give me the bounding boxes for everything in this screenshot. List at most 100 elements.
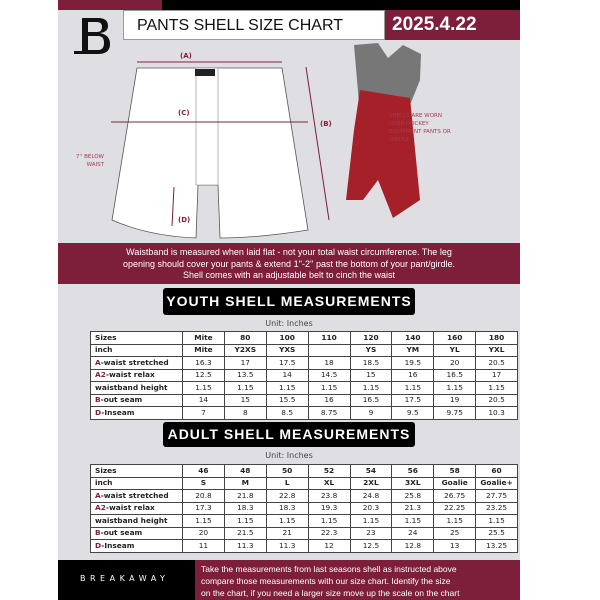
table-row: D-Inseam 7 8 8.5 8.75 9 9.5 9.75 10.3 — [90, 406, 518, 420]
table-cell: YS — [349, 343, 393, 357]
table-cell: 1.15 — [433, 381, 477, 395]
table-cell: 19.5 — [391, 356, 435, 370]
table-cell: 17.3 — [182, 501, 225, 515]
table-cell: 16.5 — [433, 368, 477, 382]
table-cell: L — [265, 476, 309, 490]
table-cell: 17.5 — [391, 393, 435, 407]
table-cell: 12.5 — [182, 368, 225, 382]
table-cell: 110 — [307, 331, 351, 345]
footer-brand-block: BREAKAWAY — [58, 560, 195, 600]
table-cell: 52 — [307, 464, 351, 478]
table-cell: 10.3 — [475, 406, 518, 420]
table-cell: 1.15 — [307, 381, 351, 395]
table-cell: 48 — [223, 464, 267, 478]
label-b: (B) — [320, 120, 332, 128]
table-cell: 19.3 — [307, 501, 351, 515]
measure-name: waistband height — [95, 515, 168, 525]
table-cell: 1.15 — [349, 514, 393, 528]
table-cell: 22.3 — [307, 526, 351, 540]
row-label: A2-waist relax — [90, 501, 183, 515]
table-cell: 20.5 — [475, 356, 518, 370]
row-label: D-Inseam — [90, 406, 183, 420]
row-label: Sizes — [90, 331, 183, 345]
footer-line: Take the measurements from last seasons … — [201, 564, 457, 574]
table-cell: 1.15 — [223, 381, 267, 395]
table-row: Sizes Mite 80 100 110 120 140 160 180 — [90, 331, 518, 345]
top-black-bar — [162, 0, 520, 10]
measure-name: -out seam — [100, 395, 143, 405]
measure-code: A — [95, 490, 101, 500]
table-cell: 16 — [307, 393, 351, 407]
measure-code: A2 — [95, 370, 106, 380]
table-cell: S — [182, 476, 225, 490]
table-cell: 12 — [307, 539, 351, 553]
table-cell: 14 — [182, 393, 225, 407]
table-cell: 17.5 — [265, 356, 309, 370]
table-cell: 58 — [433, 464, 477, 478]
measure-name: inch — [95, 478, 113, 488]
table-cell: 21 — [265, 526, 309, 540]
table-cell: 25.5 — [475, 526, 518, 540]
table-cell: 23.8 — [307, 489, 351, 503]
table-cell: 18.5 — [349, 356, 393, 370]
table-cell: 18.3 — [265, 501, 309, 515]
table-cell: 12.8 — [391, 539, 435, 553]
measure-code: B — [95, 395, 101, 405]
measure-code: A — [95, 357, 101, 367]
table-cell: 20.5 — [475, 393, 518, 407]
youth-table: Sizes Mite 80 100 110 120 140 160 180 inch Mite Y2X… — [90, 331, 518, 420]
table-row: D-Inseam 11 11.3 11.3 12 12.5 12.8 13 13.25 — [90, 539, 518, 553]
table-cell: 16.3 — [182, 356, 225, 370]
measure-code: A2 — [95, 503, 106, 513]
table-cell: 13.25 — [475, 539, 518, 553]
table-cell: 1.15 — [265, 381, 309, 395]
shorts-diagram — [111, 43, 421, 239]
table-cell: 15 — [349, 368, 393, 382]
table-cell: 2XL — [349, 476, 393, 490]
row-label: B-out seam — [90, 393, 183, 407]
date-badge: 2025.4.22 — [385, 10, 520, 40]
below-waist-note: 7'' BELOW WAIST — [75, 154, 104, 168]
table-cell: Mite — [182, 331, 225, 345]
table-cell: 180 — [475, 331, 518, 345]
shell-note: SHELLS ARE WORN OVER HOCKEY EQUIPMENT PA… — [389, 113, 451, 143]
measure-name: -out seam — [100, 528, 143, 538]
table-cell: 18.3 — [223, 501, 267, 515]
table-cell: Mite — [182, 343, 225, 357]
measure-code: D — [95, 540, 102, 550]
row-label: Sizes — [90, 464, 183, 478]
table-cell: M — [223, 476, 267, 490]
table-cell: 22.8 — [265, 489, 309, 503]
table-cell: 23 — [349, 526, 393, 540]
table-row: inch Mite Y2XS YXS YS YM YL YXL — [90, 343, 518, 357]
table-row: inch S M L XL 2XL 3XL Goalie Goalie+ — [90, 476, 518, 490]
table-cell: 18 — [307, 356, 351, 370]
table-cell: 21.5 — [223, 526, 267, 540]
table-cell: 25 — [433, 526, 477, 540]
table-cell: 11.3 — [223, 539, 267, 553]
diagram: (A) (B) (C) (D) 7'' BELOW WAIST SHELLS A… — [58, 40, 520, 243]
table-cell: Goalie — [433, 476, 477, 490]
breakaway-logo — [74, 18, 110, 54]
table-cell: 26.75 — [433, 489, 477, 503]
row-label: inch — [90, 476, 183, 490]
info-line: opening should cover your pants & extend… — [122, 258, 456, 269]
table-cell: 1.15 — [433, 514, 477, 528]
table-cell: 12.5 — [349, 539, 393, 553]
table-cell — [307, 343, 351, 357]
table-cell: 1.15 — [182, 514, 225, 528]
table-cell: 1.15 — [182, 381, 225, 395]
table-cell: 100 — [265, 331, 309, 345]
table-cell: 140 — [391, 331, 435, 345]
table-cell: 22.25 — [433, 501, 477, 515]
table-cell: 56 — [391, 464, 435, 478]
brand-name: BREAKAWAY — [80, 574, 170, 583]
table-row: Sizes 46 48 50 52 54 56 58 60 — [90, 464, 518, 478]
table-cell: 9.75 — [433, 406, 477, 420]
table-cell: 13.5 — [223, 368, 267, 382]
table-cell: 46 — [182, 464, 225, 478]
table-cell: Goalie+ — [475, 476, 518, 490]
table-cell: YXL — [475, 343, 518, 357]
table-cell: 17 — [475, 368, 518, 382]
table-cell: 11.3 — [265, 539, 309, 553]
